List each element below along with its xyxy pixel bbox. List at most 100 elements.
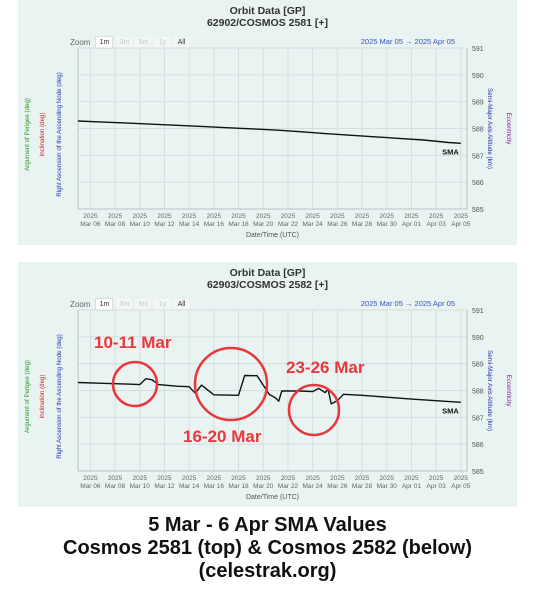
x-tick-label: 2025: [182, 475, 197, 482]
x-tick-label: 2025: [83, 475, 98, 482]
zoom-all-button[interactable]: All: [173, 299, 190, 310]
x-tick-label: 2025: [330, 213, 345, 220]
x-tick-label: 2025: [404, 475, 419, 482]
x-tick-label: Mar 06: [80, 483, 101, 490]
zoom-1y-button[interactable]: 1y: [154, 299, 171, 310]
x-tick-label: Apr 01: [402, 483, 422, 490]
zoom-controls: Zoom 1m 3m 6m 1y All: [70, 298, 192, 311]
left-axis-title: Inclination (deg): [39, 374, 46, 418]
x-tick-label: 2025: [256, 475, 271, 482]
right-axis-title: Eccentricity: [505, 375, 512, 408]
annotation-label: 10-11 Mar: [94, 333, 172, 352]
x-tick-label: 2025: [182, 213, 197, 220]
x-axis-title: Date/Time (UTC): [246, 232, 299, 239]
annotation-label: 23-26 Mar: [286, 358, 365, 377]
caption-line-1: 5 Mar - 6 Apr SMA Values: [148, 514, 387, 536]
y-tick-label: 589: [472, 100, 484, 107]
x-tick-label: Mar 26: [327, 483, 348, 490]
x-tick-label: Mar 20: [253, 483, 274, 490]
chart-title: Orbit Data [GP]: [229, 267, 306, 279]
x-tick-label: 2025: [355, 213, 370, 220]
x-tick-label: Mar 28: [352, 483, 373, 490]
right-axis-title: Semi-Major Axis Altitude (km): [486, 88, 493, 169]
chart-subtitle[interactable]: 62903/COSMOS 2582 [+]: [206, 279, 329, 291]
x-tick-label: Mar 20: [253, 221, 274, 228]
x-tick-label: 2025: [133, 475, 148, 482]
zoom-1y-button[interactable]: 1y: [154, 37, 171, 48]
x-tick-label: Mar 18: [228, 483, 249, 490]
x-tick-label: Mar 22: [278, 483, 299, 490]
left-axis-title: Argument of Perigee (deg): [24, 98, 31, 171]
x-tick-label: 2025: [231, 213, 246, 220]
x-tick-label: 2025: [330, 475, 345, 482]
right-axis-title: Eccentricity: [505, 113, 512, 146]
x-tick-label: 2025: [429, 475, 444, 482]
x-tick-label: Mar 10: [130, 483, 151, 490]
x-tick-label: Mar 24: [303, 221, 324, 228]
x-tick-label: Apr 03: [427, 483, 447, 490]
series-label-sma: SMA: [442, 147, 459, 156]
x-tick-label: 2025: [256, 213, 271, 220]
x-tick-label: 2025: [281, 213, 296, 220]
sma-series-line: [77, 120, 461, 144]
x-tick-label: 2025: [355, 475, 370, 482]
x-tick-label: Mar 12: [154, 221, 175, 228]
x-tick-label: 2025: [305, 213, 320, 220]
y-tick-label: 591: [472, 308, 484, 315]
x-tick-label: 2025: [429, 213, 444, 220]
x-tick-label: Mar 08: [105, 221, 126, 228]
left-axis-title: Right Ascension of the Ascending Node (d…: [56, 72, 63, 197]
x-tick-label: Mar 14: [179, 483, 200, 490]
x-tick-label: Mar 06: [80, 221, 101, 228]
right-axis-title: Semi-Major Axis Altitude (km): [486, 350, 493, 431]
y-tick-label: 591: [472, 46, 484, 53]
y-tick-label: 589: [472, 362, 484, 369]
chart-subtitle[interactable]: 62902/COSMOS 2581 [+]: [206, 17, 329, 29]
x-tick-label: 2025: [404, 213, 419, 220]
x-tick-label: Mar 28: [352, 221, 373, 228]
x-tick-label: Mar 10: [130, 221, 151, 228]
y-tick-label: 588: [472, 127, 484, 134]
x-tick-label: Mar 24: [303, 483, 324, 490]
date-range[interactable]: 2025 Mar 05 → 2025 Apr 05: [360, 37, 455, 46]
x-tick-label: Mar 22: [278, 221, 299, 228]
x-tick-label: 2025: [305, 475, 320, 482]
x-tick-label: Mar 26: [327, 221, 348, 228]
chart-panel-cosmos-2582: Orbit Data [GP] 62903/COSMOS 2582 [+] Zo…: [18, 262, 517, 507]
x-tick-label: Mar 16: [204, 221, 225, 228]
series-label-sma: SMA: [442, 406, 459, 415]
sma-series-line: [77, 374, 461, 405]
x-tick-label: 2025: [454, 213, 469, 220]
highlight-circle: [193, 346, 269, 422]
zoom-3m-button[interactable]: 3m: [116, 37, 133, 48]
zoom-6m-button[interactable]: 6m: [135, 37, 152, 48]
y-tick-label: 586: [472, 180, 484, 187]
y-tick-label: 588: [472, 389, 484, 396]
x-tick-label: 2025: [454, 475, 469, 482]
x-tick-label: 2025: [379, 213, 394, 220]
caption-line-3: (celestrak.org): [198, 560, 337, 582]
x-tick-label: 2025: [231, 475, 246, 482]
zoom-3m-button[interactable]: 3m: [116, 299, 133, 310]
annotation-label: 16-20 Mar: [183, 427, 262, 446]
zoom-6m-button[interactable]: 6m: [135, 299, 152, 310]
zoom-all-button[interactable]: All: [173, 37, 190, 48]
date-range[interactable]: 2025 Mar 05 → 2025 Apr 05: [360, 299, 455, 308]
x-tick-label: 2025: [83, 213, 98, 220]
x-tick-label: 2025: [108, 213, 123, 220]
x-tick-label: Mar 08: [105, 483, 126, 490]
y-tick-label: 587: [472, 415, 484, 422]
x-tick-label: 2025: [281, 475, 296, 482]
x-tick-label: Mar 12: [154, 483, 175, 490]
highlight-circle: [111, 360, 159, 408]
chart-panel-cosmos-2581: Orbit Data [GP] 62902/COSMOS 2581 [+] Zo…: [18, 0, 517, 245]
x-tick-label: 2025: [207, 213, 222, 220]
y-tick-label: 586: [472, 442, 484, 449]
x-tick-label: 2025: [157, 475, 172, 482]
x-tick-label: 2025: [207, 475, 222, 482]
x-tick-label: 2025: [108, 475, 123, 482]
x-tick-label: 2025: [157, 213, 172, 220]
x-tick-label: Apr 01: [402, 221, 422, 228]
x-tick-label: Mar 30: [377, 483, 398, 490]
